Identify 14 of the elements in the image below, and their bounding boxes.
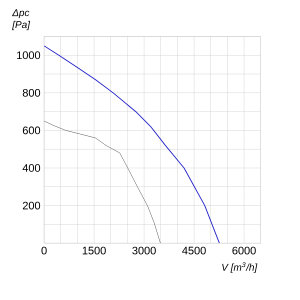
y-tick-label: 600: [22, 126, 40, 134]
x-tick-label: 3000: [132, 246, 156, 254]
y-tick-label: 1000: [17, 51, 40, 60]
y-tick-label: 800: [22, 88, 40, 97]
y-tick-label: 400: [22, 164, 40, 172]
x-tick-label: 6000: [232, 246, 256, 254]
line-series: [44, 45, 220, 244]
y-tick-label: 200: [22, 202, 40, 210]
y-axis-title: Δpc [Pa]: [12, 9, 30, 30]
x-tick-label: 1500: [82, 246, 106, 254]
x-tick-label: 0: [41, 246, 47, 254]
line-series: [44, 120, 161, 244]
x-tick-label: 4500: [182, 246, 206, 254]
x-axis-title: V [m$^{3}$/h]: [222, 262, 258, 273]
